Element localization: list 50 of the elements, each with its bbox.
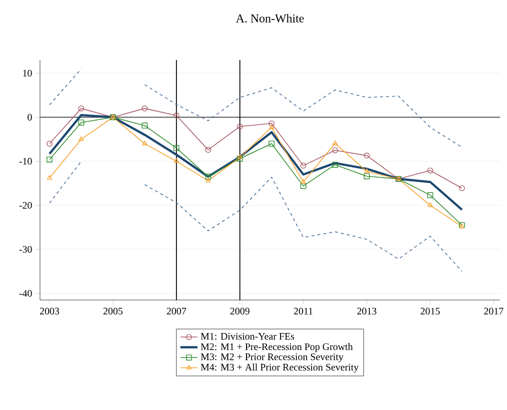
y-tick-label: 0 — [28, 114, 32, 121]
x-tick-label: 2007 — [166, 308, 186, 314]
y-tick-label: -30 — [19, 246, 32, 253]
point — [142, 122, 148, 129]
x-tick-label: 2011 — [294, 308, 312, 314]
point — [269, 124, 274, 130]
point — [206, 178, 211, 182]
y-tick-label: -40 — [19, 290, 32, 297]
point — [46, 156, 52, 162]
point — [428, 202, 433, 207]
point — [174, 158, 180, 163]
line-series — [48, 114, 464, 211]
point — [237, 154, 242, 159]
point — [205, 174, 212, 180]
point — [268, 120, 275, 126]
x-tick-label: 2013 — [357, 308, 376, 314]
x-tick-label: 2003 — [40, 308, 60, 314]
point — [332, 147, 338, 154]
point — [364, 168, 370, 174]
point — [332, 140, 338, 145]
point — [300, 162, 306, 169]
point — [142, 106, 148, 112]
point — [173, 112, 180, 118]
point — [332, 162, 338, 168]
point — [78, 120, 84, 126]
legend-label: M2: M1 + Pre-Recession Pop Growth — [200, 343, 353, 352]
point — [205, 146, 212, 153]
point — [236, 156, 243, 162]
legend-label: M1: Division-Year FEs — [200, 332, 294, 340]
point — [427, 192, 434, 198]
point — [78, 136, 84, 141]
legend-label: M3: M2 + Prior Recession Severity — [200, 353, 344, 362]
x-tick-label: 2017 — [484, 308, 504, 314]
y-tick-label: 10 — [23, 70, 32, 77]
point — [268, 140, 275, 147]
y-tick-label: -20 — [19, 202, 32, 209]
point — [142, 140, 148, 146]
x-tick-label: 2015 — [420, 308, 440, 314]
x-tick-label: 2009 — [230, 308, 250, 314]
point — [364, 173, 370, 180]
chart-title: A. Non-White — [236, 14, 304, 23]
point — [236, 124, 243, 130]
y-tick-label: -10 — [19, 158, 32, 165]
point — [427, 168, 434, 174]
point — [173, 145, 180, 152]
point — [364, 152, 370, 158]
point — [300, 179, 306, 184]
x-tick-label: 2005 — [103, 308, 123, 314]
point — [78, 106, 84, 112]
legend-label: M4: M3 + All Prior Recession Severity — [200, 364, 359, 373]
